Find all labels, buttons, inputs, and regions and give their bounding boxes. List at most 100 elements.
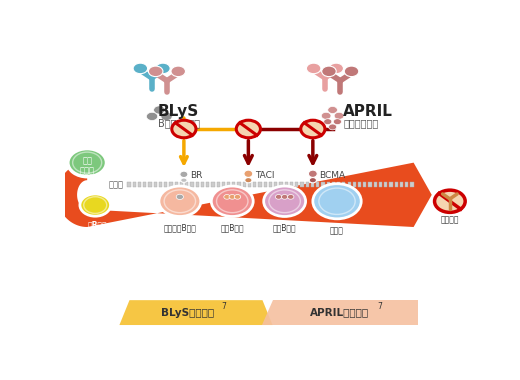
Bar [321,182,324,187]
Bar [148,182,152,187]
Bar [301,182,304,187]
Circle shape [344,66,359,77]
Circle shape [68,149,107,177]
Bar [384,182,387,187]
Circle shape [171,66,186,77]
Circle shape [435,190,465,212]
Circle shape [211,186,253,217]
Circle shape [333,119,342,125]
Circle shape [313,184,361,219]
Circle shape [161,112,172,120]
Bar [311,182,314,187]
Bar [353,182,356,187]
Text: 细胞膜: 细胞膜 [109,180,123,189]
Bar [222,182,225,187]
Bar [295,182,298,187]
Text: BCMA: BCMA [319,171,345,180]
Circle shape [306,63,321,74]
Circle shape [264,186,306,217]
Ellipse shape [244,170,253,177]
Polygon shape [57,163,432,227]
Text: BLyS作用阶段: BLyS作用阶段 [161,307,214,318]
Text: 7: 7 [377,302,382,311]
Bar [369,182,372,187]
Bar [316,182,319,187]
Bar [201,182,204,187]
Circle shape [155,63,170,74]
Circle shape [276,195,282,199]
Bar [327,182,330,187]
Bar [138,182,141,187]
Circle shape [288,195,294,199]
Bar [206,182,209,187]
Circle shape [329,124,336,130]
Text: APRIL作用阶段: APRIL作用阶段 [309,307,369,318]
Circle shape [234,195,241,199]
Ellipse shape [308,170,317,177]
Circle shape [224,195,230,199]
Bar [253,182,256,187]
Circle shape [236,120,261,138]
Circle shape [176,194,184,200]
Bar [342,182,345,187]
Bar [379,182,382,187]
Text: BLyS: BLyS [158,104,199,119]
Bar [264,182,267,187]
Text: BR: BR [190,171,203,180]
Ellipse shape [180,171,188,177]
Bar [185,182,188,187]
Text: 前B细胞: 前B细胞 [87,220,107,230]
Ellipse shape [245,177,252,183]
Text: 自身抗体: 自身抗体 [440,215,459,224]
Text: 造血
干细胞: 造血 干细胞 [80,156,95,175]
Circle shape [80,194,111,216]
Circle shape [301,120,325,138]
Text: 增殖诱导配体: 增殖诱导配体 [343,118,379,128]
Circle shape [153,106,165,114]
Text: 未成熟的B细胞: 未成熟的B细胞 [163,224,196,233]
Bar [374,182,377,187]
Bar [269,182,272,187]
Circle shape [334,112,344,119]
Bar [196,182,199,187]
Bar [389,182,393,187]
Text: APRIL: APRIL [343,104,393,119]
Bar [170,182,173,187]
Ellipse shape [180,178,187,182]
Bar [211,182,215,187]
Bar [159,182,162,187]
Bar [274,182,277,187]
Bar [363,182,367,187]
Circle shape [159,186,201,217]
Bar [227,182,230,187]
Bar [164,182,167,187]
Text: 过渡B细胞: 过渡B细胞 [220,224,244,233]
Text: 浆细胞: 浆细胞 [330,226,344,235]
Bar [127,182,131,187]
Bar [405,182,408,187]
Circle shape [322,66,336,77]
Polygon shape [263,300,418,325]
Bar [232,182,236,187]
Polygon shape [120,300,272,325]
Bar [332,182,335,187]
Text: 7: 7 [221,302,226,311]
Circle shape [133,63,148,74]
Circle shape [147,112,158,120]
Text: 成熟B细胞: 成熟B细胞 [273,224,296,233]
Bar [190,182,193,187]
Bar [133,182,136,187]
Bar [410,182,413,187]
Bar [180,182,183,187]
Circle shape [329,63,344,74]
Bar [400,182,403,187]
Bar [143,182,147,187]
Circle shape [328,106,337,114]
Bar [216,182,220,187]
Bar [290,182,293,187]
Circle shape [172,120,196,138]
Bar [243,182,246,187]
Bar [284,182,288,187]
Bar [238,182,241,187]
Bar [154,182,157,187]
